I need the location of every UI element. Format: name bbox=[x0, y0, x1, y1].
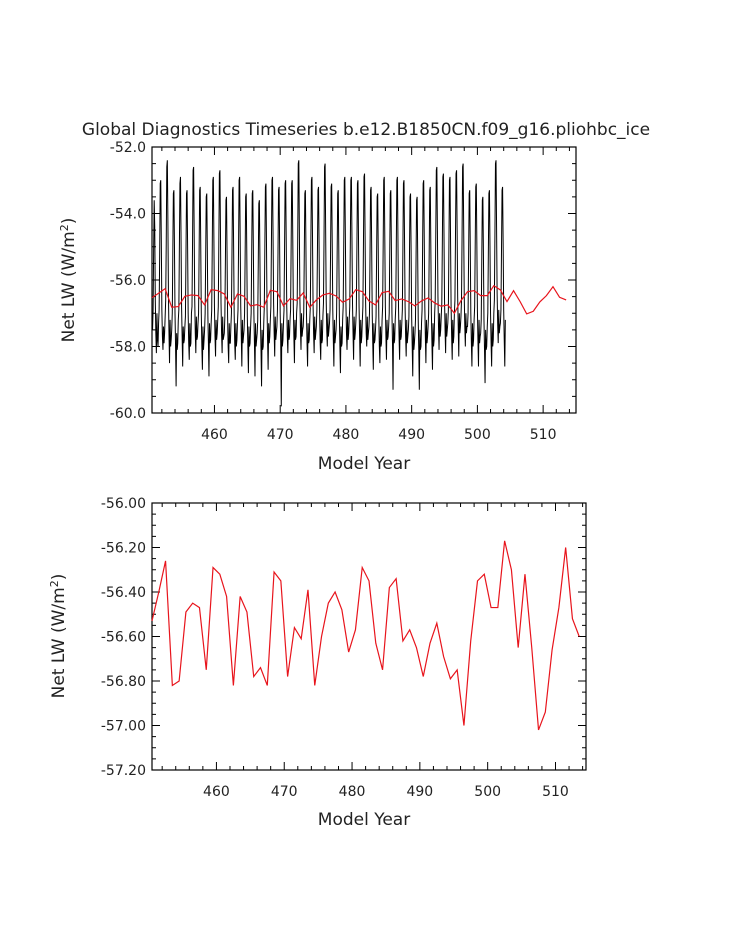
top-y-tick-label: -58.0 bbox=[110, 340, 146, 356]
bottom-y-tick-label: -56.20 bbox=[101, 541, 146, 557]
top-y-tick-label: -52.0 bbox=[110, 140, 146, 156]
chart-title: Global Diagnostics Timeseries b.e12.B185… bbox=[82, 120, 650, 140]
bottom-y-axis-label: Net LW (W/m2) bbox=[48, 574, 69, 699]
top-x-tick-label: 460 bbox=[201, 427, 228, 443]
top-y-label-main: Net LW (W/m bbox=[59, 231, 79, 342]
bottom-x-axis-label: Model Year bbox=[318, 810, 410, 830]
bottom-y-tick-label: -57.00 bbox=[101, 719, 146, 735]
bottom-y-tick-label: -56.60 bbox=[101, 630, 146, 646]
annual-mean-series-line bbox=[151, 284, 567, 315]
bottom-x-tick-label: 480 bbox=[339, 784, 366, 800]
bottom-y-label-superscript: 2 bbox=[48, 580, 61, 587]
top-x-tick-label: 500 bbox=[464, 427, 491, 443]
monthly-series-line bbox=[151, 160, 506, 407]
top-y-axis-label: Net LW (W/m2) bbox=[58, 218, 79, 343]
bottom-x-tick-label: 500 bbox=[474, 784, 501, 800]
bottom-x-tick-label: 460 bbox=[203, 784, 230, 800]
annual-mean-series-line bbox=[151, 540, 580, 731]
top-y-tick-label: -56.0 bbox=[110, 273, 146, 289]
bottom-y-tick-label: -56.40 bbox=[101, 585, 146, 601]
bottom-y-label-close: ) bbox=[49, 574, 69, 581]
bottom-y-tick-label: -56.80 bbox=[101, 674, 146, 690]
top-y-tick-label: -54.0 bbox=[110, 207, 146, 223]
bottom-ticks: -57.20 -57.00 -56.80 -56.60 -56.40 -56.20 -56.… bbox=[101, 496, 586, 800]
top-ticks: -60.0 -58.0 -56.0 -54.0 -52.0 460 470 480 490 500… bbox=[110, 140, 576, 443]
bottom-y-tick-label: -57.20 bbox=[101, 763, 146, 779]
top-x-tick-label: 510 bbox=[530, 427, 557, 443]
bottom-panel: -57.20 -57.00 -56.80 -56.60 -56.40 -56.20 -56.… bbox=[48, 496, 587, 830]
top-x-tick-label: 480 bbox=[333, 427, 360, 443]
bottom-x-tick-label: 470 bbox=[271, 784, 298, 800]
top-y-label-superscript: 2 bbox=[58, 224, 71, 231]
bottom-x-tick-label: 490 bbox=[406, 784, 433, 800]
top-y-tick-label: -60.0 bbox=[110, 406, 146, 422]
top-x-tick-label: 490 bbox=[398, 427, 425, 443]
top-x-tick-label: 470 bbox=[267, 427, 294, 443]
top-x-axis-label: Model Year bbox=[318, 454, 410, 474]
bottom-x-tick-label: 510 bbox=[542, 784, 569, 800]
bottom-y-tick-label: -56.00 bbox=[101, 496, 146, 512]
top-y-label-close: ) bbox=[59, 218, 79, 225]
bottom-y-label-main: Net LW (W/m bbox=[49, 587, 69, 698]
bottom-plot-frame bbox=[151, 502, 587, 771]
top-panel: -60.0 -58.0 -56.0 -54.0 -52.0 460 470 480 490 500… bbox=[58, 140, 577, 474]
